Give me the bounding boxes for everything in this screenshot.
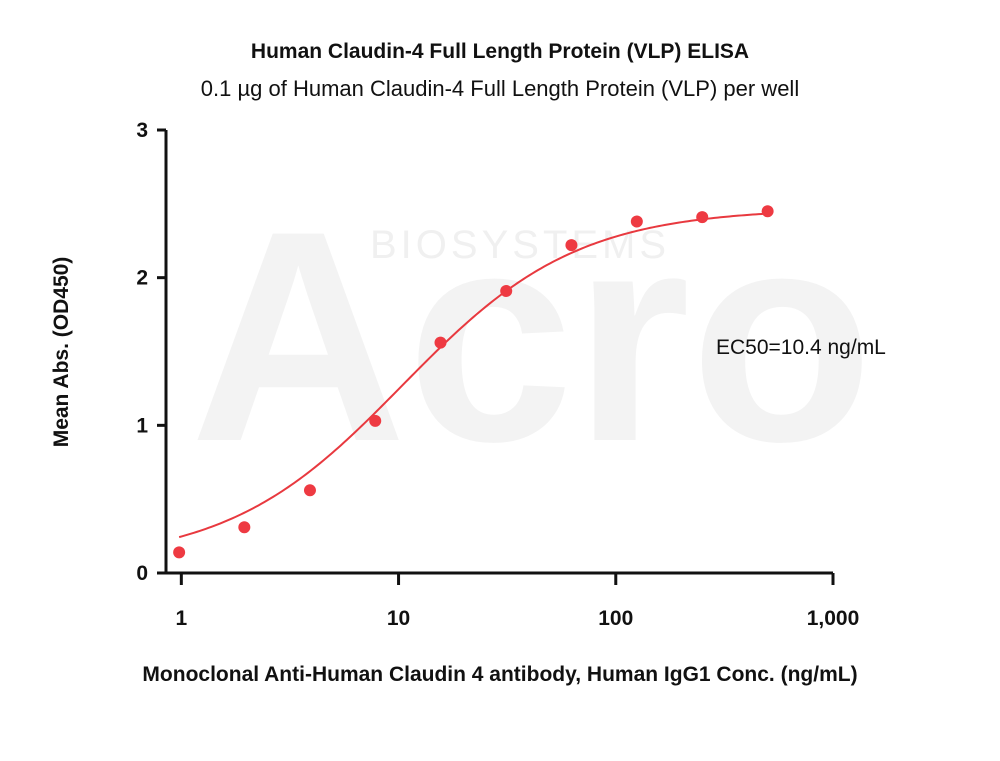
x-tick-label: 10 (387, 607, 410, 630)
data-point (761, 205, 774, 218)
data-point (238, 521, 251, 534)
y-ticks: 0 1 2 3 (136, 119, 166, 585)
data-point (173, 546, 186, 559)
x-ticks: 1 10 100 1,000 (175, 573, 859, 630)
x-tick-label: 100 (598, 607, 633, 630)
axes (164, 130, 833, 575)
data-point (369, 414, 382, 427)
chart-subtitle: 0.1 µg of Human Claudin-4 Full Length Pr… (201, 76, 799, 101)
watermark: Acro BIOSYSTEMS (190, 168, 874, 504)
data-point (565, 239, 578, 252)
data-point (303, 484, 316, 497)
chart-title: Human Claudin-4 Full Length Protein (VLP… (251, 40, 749, 63)
y-tick-label: 3 (136, 119, 148, 142)
x-tick-label: 1,000 (807, 607, 860, 630)
fit-curve (178, 212, 768, 539)
y-axis-title: Mean Abs. (OD450) (50, 257, 73, 448)
y-tick-label: 1 (136, 414, 148, 437)
y-tick-label: 0 (136, 562, 148, 585)
data-point (630, 215, 643, 228)
x-axis-title: Monoclonal Anti-Human Claudin 4 antibody… (142, 663, 857, 686)
data-point (500, 284, 513, 297)
watermark-text: BIOSYSTEMS (370, 223, 670, 267)
watermark-logo: Acro (190, 168, 874, 504)
x-tick-label: 1 (175, 607, 187, 630)
ec50-annotation: EC50=10.4 ng/mL (716, 336, 886, 359)
data-points (173, 205, 774, 559)
y-tick-label: 2 (136, 267, 148, 290)
data-point (696, 211, 709, 224)
data-point (434, 336, 447, 349)
